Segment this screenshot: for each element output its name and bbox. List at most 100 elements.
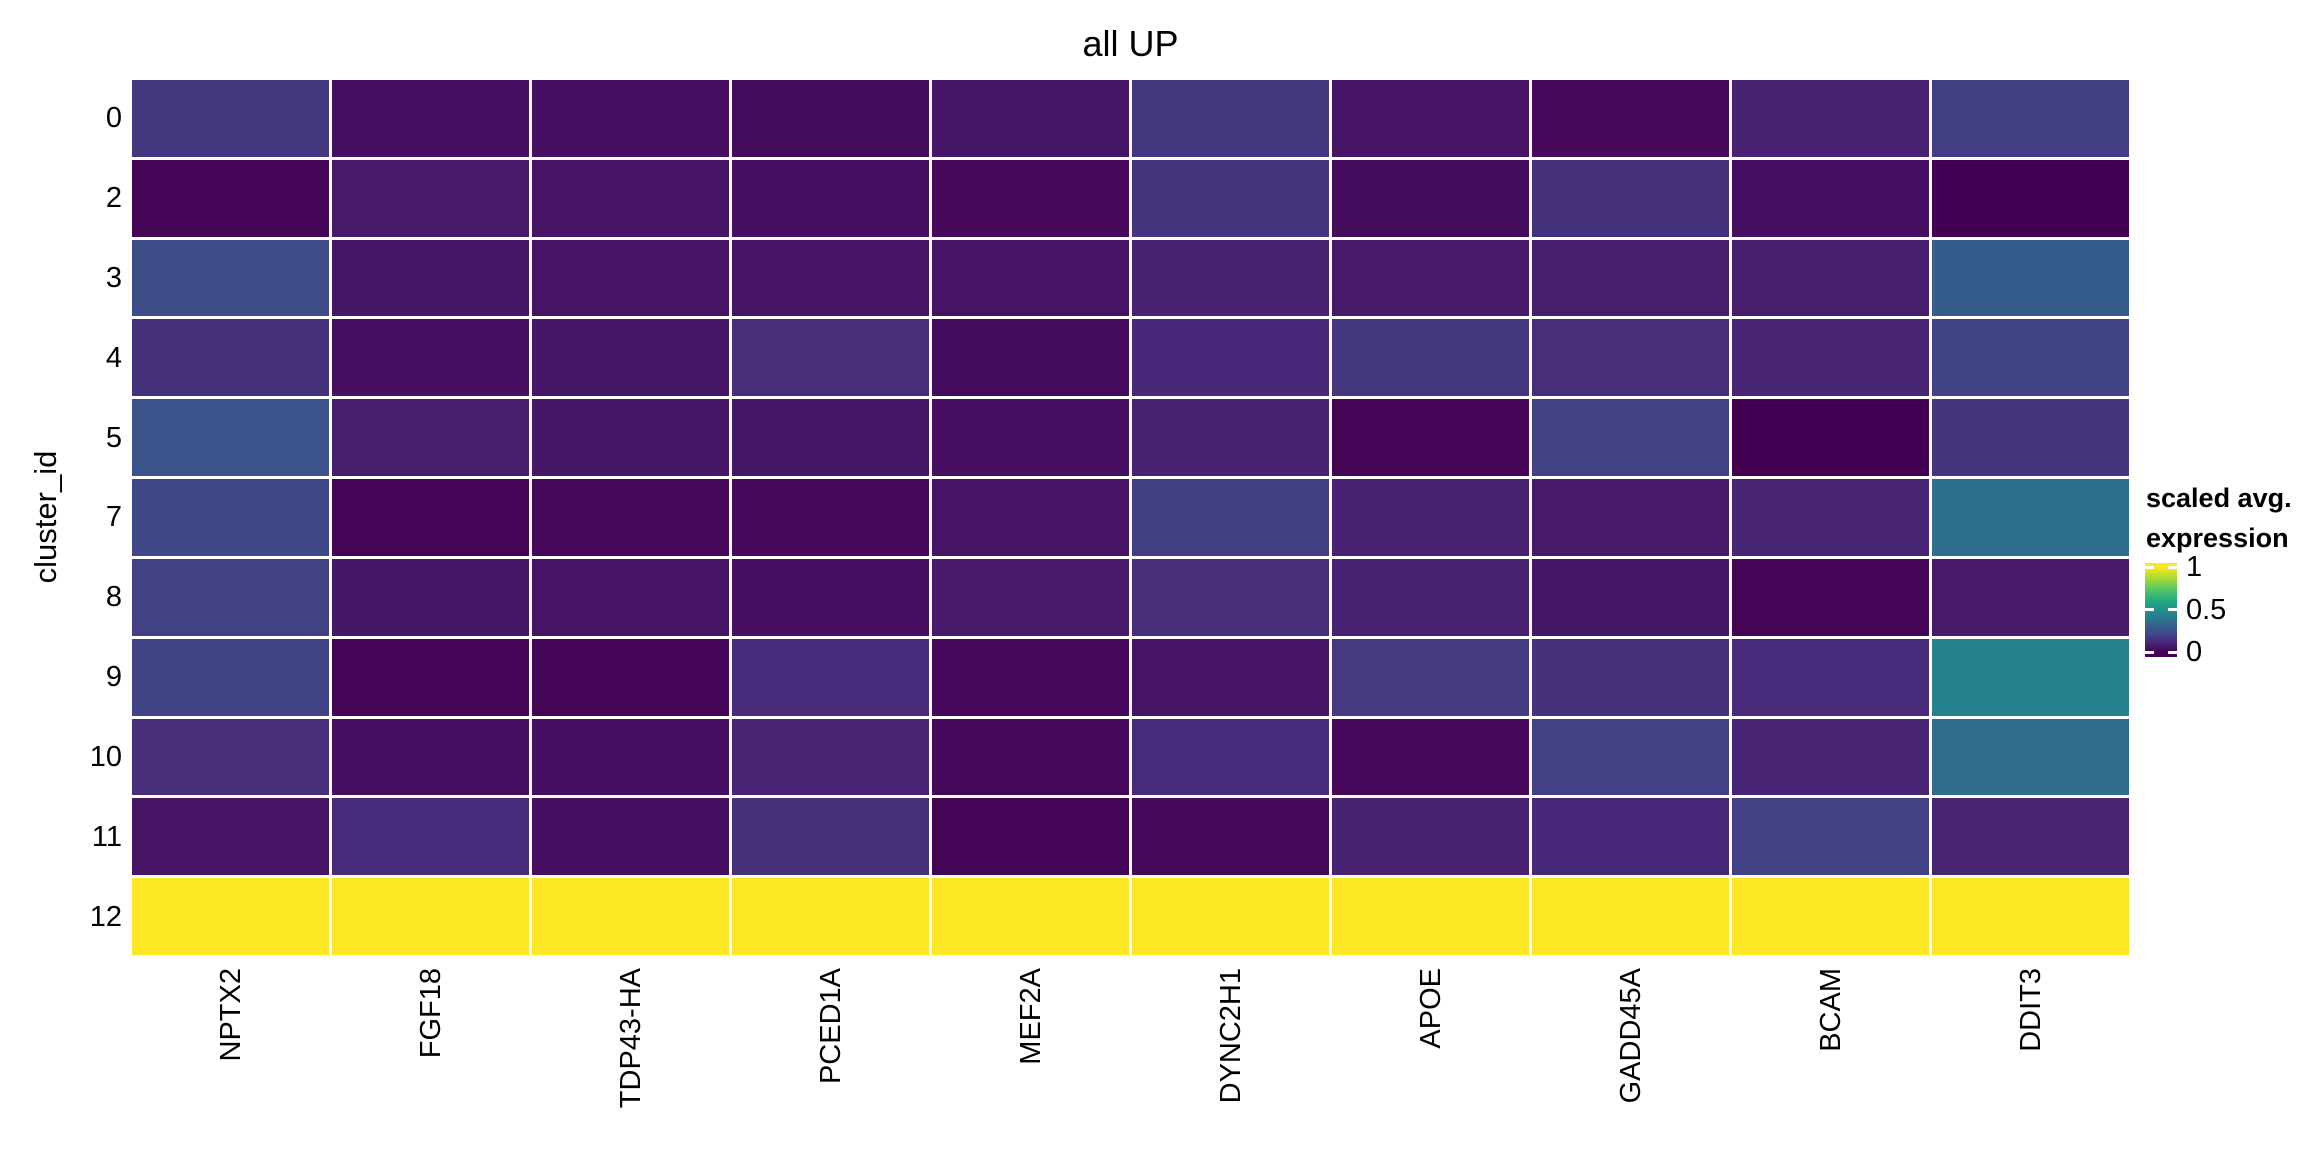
heatmap-cell xyxy=(1532,718,1729,796)
heatmap-cell xyxy=(1932,878,2129,955)
heatmap-cell xyxy=(732,319,929,397)
heatmap-cell xyxy=(332,319,529,397)
x-tick-label: BCAM xyxy=(1814,968,1847,1052)
heatmap-cell xyxy=(132,319,329,397)
heatmap-cell xyxy=(1932,479,2129,556)
heatmap-cell xyxy=(1732,718,1929,796)
heatmap-cell xyxy=(1532,638,1729,716)
heatmap-cell xyxy=(1132,638,1329,716)
heatmap-cell xyxy=(1532,159,1729,237)
heatmap-cell xyxy=(932,638,1129,716)
x-tick-label: GADD45A xyxy=(1614,968,1647,1104)
heatmap-cell xyxy=(132,718,329,796)
y-tick-label: 12 xyxy=(89,900,122,933)
heatmap-cell xyxy=(532,80,729,157)
heatmap-cell xyxy=(932,159,1129,237)
heatmap-cell xyxy=(1332,159,1529,237)
heatmap-cell xyxy=(732,878,929,955)
heatmap-cell xyxy=(1732,798,1929,876)
y-tick-label: 5 xyxy=(105,421,122,454)
heatmap-cell xyxy=(132,878,329,955)
heatmap-cell xyxy=(332,80,529,157)
heatmap-cell xyxy=(1132,159,1329,237)
legend-title: scaled avg. expression xyxy=(2146,478,2292,558)
heatmap-cell xyxy=(1532,479,1729,556)
heatmap-cell xyxy=(1532,239,1729,317)
colorbar-tick-mark xyxy=(2145,608,2154,611)
heatmap-cell xyxy=(732,718,929,796)
heatmap-cell xyxy=(1532,878,1729,955)
legend-tick-label: 1 xyxy=(2186,551,2203,583)
heatmap-cell xyxy=(932,558,1129,636)
legend-title-line2: expression xyxy=(2146,523,2289,553)
heatmap-cell xyxy=(732,159,929,237)
heatmap-cell xyxy=(1532,80,1729,157)
heatmap-cell xyxy=(1332,798,1529,876)
heatmap-cell xyxy=(332,239,529,317)
heatmap-cell xyxy=(1132,479,1329,556)
heatmap-cell xyxy=(532,558,729,636)
heatmap-cell xyxy=(932,878,1129,955)
legend-tick-label: 0 xyxy=(2186,636,2203,668)
x-tick-label: DYNC2H1 xyxy=(1214,968,1247,1104)
y-tick-label: 9 xyxy=(105,661,122,694)
heatmap-cell xyxy=(332,638,529,716)
x-tick-label: PCED1A xyxy=(814,968,847,1085)
heatmap-cell xyxy=(1732,80,1929,157)
heatmap-cell xyxy=(532,718,729,796)
heatmap-cell xyxy=(1932,718,2129,796)
y-tick-label: 10 xyxy=(89,740,122,773)
heatmap-cell xyxy=(332,878,529,955)
heatmap-cell xyxy=(1132,798,1329,876)
heatmap-cell xyxy=(1132,239,1329,317)
heatmap-cell xyxy=(732,239,929,317)
heatmap-cell xyxy=(1332,319,1529,397)
y-tick-label: 0 xyxy=(105,102,122,135)
heatmap-cell xyxy=(532,399,729,477)
heatmap-cell xyxy=(1732,159,1929,237)
heatmap-cell xyxy=(732,798,929,876)
heatmap-cell xyxy=(1532,798,1729,876)
heatmap-cell xyxy=(132,558,329,636)
heatmap-cell xyxy=(1132,319,1329,397)
heatmap-cell xyxy=(1932,159,2129,237)
heatmap-cell xyxy=(732,80,929,157)
heatmap-cell xyxy=(932,319,1129,397)
heatmap-cell xyxy=(932,239,1129,317)
heatmap-cell xyxy=(332,798,529,876)
heatmap-cell xyxy=(732,558,929,636)
heatmap-cell xyxy=(332,399,529,477)
colorbar-tick-mark xyxy=(2168,565,2177,569)
heatmap-cell xyxy=(1732,319,1929,397)
heatmap-cell xyxy=(932,479,1129,556)
heatmap-cell xyxy=(732,638,929,716)
heatmap-cell xyxy=(532,798,729,876)
heatmap-cell xyxy=(932,80,1129,157)
heatmap-cell xyxy=(1332,878,1529,955)
heatmap-cell xyxy=(1332,638,1529,716)
heatmap-cell xyxy=(1132,718,1329,796)
heatmap-cell xyxy=(1932,319,2129,397)
colorbar-tick-mark xyxy=(2145,565,2154,569)
heatmap-cell xyxy=(1132,399,1329,477)
heatmap-cell xyxy=(132,239,329,317)
x-tick-label: TDP43-HA xyxy=(614,968,647,1109)
y-tick-label: 4 xyxy=(105,341,122,374)
heatmap-cell xyxy=(1332,239,1529,317)
x-tick-label: MEF2A xyxy=(1014,968,1047,1065)
heatmap-cell xyxy=(1132,558,1329,636)
heatmap-cell xyxy=(1532,399,1729,477)
heatmap-cell xyxy=(1132,80,1329,157)
legend-title-line1: scaled avg. xyxy=(2146,483,2292,513)
heatmap-cell xyxy=(1532,319,1729,397)
heatmap-cell xyxy=(532,479,729,556)
heatmap-cell xyxy=(1332,479,1529,556)
heatmap-cell xyxy=(732,479,929,556)
heatmap-cell xyxy=(132,80,329,157)
heatmap-cell xyxy=(1932,239,2129,317)
y-tick-label: 2 xyxy=(105,182,122,215)
heatmap-cell xyxy=(1332,399,1529,477)
heatmap-cell xyxy=(1732,479,1929,556)
heatmap-cell xyxy=(1932,558,2129,636)
